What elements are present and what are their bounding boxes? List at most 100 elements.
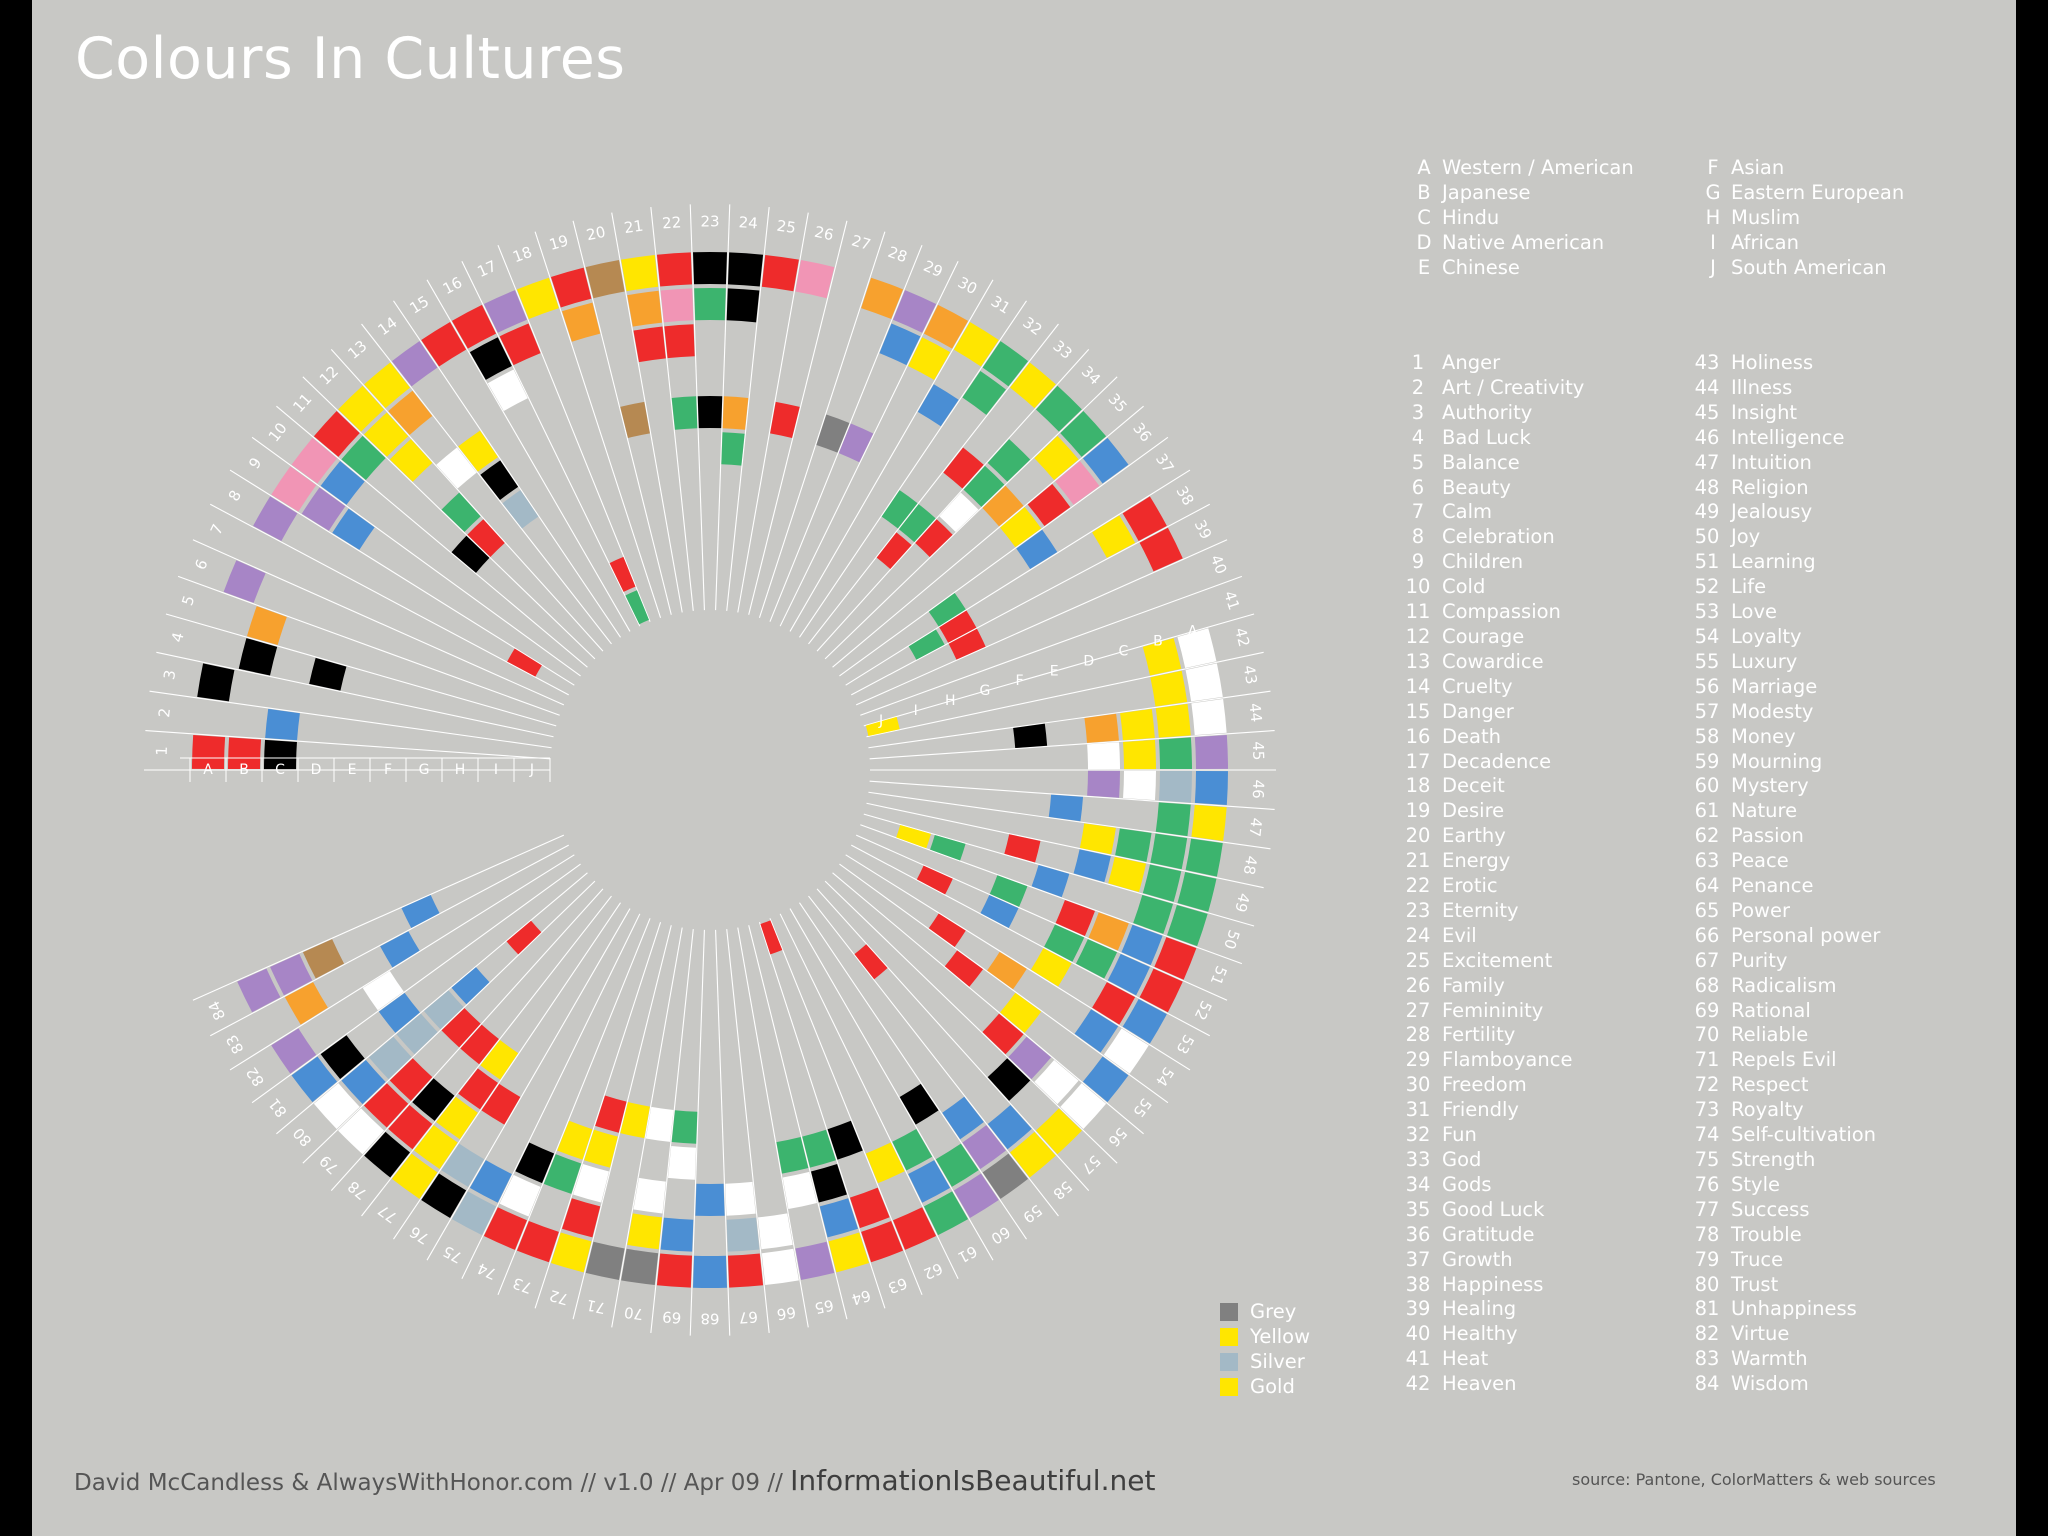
meaning-number-label: 66 [776, 1303, 797, 1323]
legend-row: 42 Heaven [1394, 1372, 1584, 1397]
spoke-line [330, 888, 604, 1191]
meaning-number-label: 53 [1172, 1031, 1197, 1057]
colour-cell [854, 944, 888, 980]
spoke-line [361, 323, 612, 645]
culture-legend-left: A Western / American B Japanese C Hindu D Nativ… [1406, 156, 1633, 281]
meaning-number-label: 71 [585, 1296, 607, 1318]
meaning-legend-left: 1 Anger 2 Art / Creativity 3 Authority 4 Bad Lu… [1394, 351, 1585, 1397]
meaning-number-label: 34 [1078, 362, 1104, 388]
metal-key-row: Silver [1220, 1350, 1310, 1375]
spoke-line [426, 908, 631, 1261]
legend-label: Healing [1442, 1297, 1517, 1321]
meaning-number-label: 47 [1246, 817, 1266, 838]
legend-row: 15 Danger [1394, 700, 1584, 725]
colour-cell [1123, 739, 1156, 770]
colour-cell [849, 1187, 890, 1229]
legend-code: 44 [1694, 375, 1720, 399]
meaning-number-label: 75 [440, 1242, 465, 1267]
legend-row: 13 Cowardice [1394, 650, 1584, 675]
legend-code: I [1710, 230, 1716, 254]
colour-cell [656, 1253, 693, 1288]
legend-label: Penance [1731, 874, 1814, 898]
colour-cell [1177, 628, 1217, 668]
spoke-line [689, 204, 705, 611]
colour-cell [982, 341, 1029, 387]
legend-row: 77 Success [1683, 1198, 1880, 1223]
spoke-line [650, 207, 694, 611]
legend-code: 66 [1694, 923, 1720, 947]
legend-row: 59 Mourning [1683, 750, 1880, 775]
colour-cell [726, 1217, 760, 1252]
colour-cell [761, 1248, 799, 1286]
legend-code: 48 [1694, 475, 1720, 499]
legend-row: 26 Family [1394, 974, 1584, 999]
legend-label: Hindu [1442, 205, 1500, 229]
meaning-number-label: 50 [1220, 928, 1243, 952]
legend-label: Fun [1442, 1123, 1477, 1147]
meaning-number-label: 36 [1129, 419, 1155, 445]
colour-cell [1030, 948, 1072, 987]
colour-cell [1139, 968, 1183, 1013]
spoke-line [534, 231, 662, 619]
colour-cell [341, 435, 386, 481]
colour-cell [291, 1056, 338, 1103]
colour-cell [338, 1108, 385, 1155]
colour-cell [585, 1241, 625, 1280]
legend-label: Style [1731, 1172, 1780, 1196]
colour-cell [237, 968, 281, 1013]
colour-cell [893, 290, 937, 333]
metal-key-row: Grey [1220, 1300, 1310, 1325]
colour-cell [660, 1217, 694, 1252]
legend-row: 2 Art / Creativity [1394, 376, 1585, 401]
legend-label: Mystery [1731, 774, 1809, 798]
legend-label: Rational [1731, 998, 1811, 1022]
legend-row: 78 Trouble [1683, 1223, 1880, 1248]
legend-row: 16 Death [1394, 725, 1584, 750]
colour-cell [562, 1198, 601, 1238]
spoke-line [869, 729, 1275, 760]
colour-cell [660, 288, 694, 323]
spoke-line [149, 690, 552, 749]
credit-site[interactable]: InformationIsBeautiful.net [790, 1464, 1156, 1497]
colour-cell [693, 251, 727, 285]
colour-cell [776, 1136, 809, 1174]
spoke-line [816, 888, 1090, 1191]
spoke-line [789, 279, 994, 632]
spoke-line [851, 844, 1211, 1037]
meaning-legend-right: 43 Holiness 44 Illness 45 Insight 46 Intelligen… [1683, 351, 1881, 1397]
legend-code: 6 [1411, 475, 1425, 499]
culture-legend-right: F Asian G Eastern European H Muslim I African J S… [1695, 156, 1904, 281]
spoke-line [156, 651, 554, 738]
legend-code: 28 [1405, 1023, 1431, 1047]
colour-cell [1167, 904, 1208, 947]
legend-label: Money [1731, 724, 1796, 748]
legend-row: 46 Intelligence [1683, 426, 1880, 451]
spoke-line [715, 204, 731, 611]
meaning-number-label: 52 [1191, 998, 1216, 1023]
colour-cell [1073, 849, 1111, 883]
colour-cell [899, 1083, 939, 1125]
colour-cell [795, 260, 835, 299]
colour-cell [460, 1024, 499, 1065]
legend-row: 25 Excitement [1394, 949, 1584, 974]
colour-cell [1000, 507, 1042, 548]
colour-cell [1194, 734, 1228, 769]
legend-code: 45 [1694, 400, 1720, 424]
legend-label: Royalty [1731, 1098, 1804, 1122]
meaning-number-label: 76 [406, 1222, 432, 1247]
colour-cell [1008, 1036, 1052, 1080]
ring-letter-left: I [494, 762, 498, 778]
colour-cell [802, 1129, 836, 1168]
colour-cell [391, 1153, 438, 1199]
spoke-line [534, 921, 662, 1309]
colour-cell [930, 834, 966, 861]
spoke-line [650, 929, 694, 1333]
legend-row: 7 Calm [1394, 500, 1584, 525]
legend-code: 12 [1405, 624, 1431, 648]
spoke-line [461, 261, 641, 627]
spoke-line [779, 261, 959, 627]
legend-label: Love [1731, 600, 1777, 624]
meaning-number-label: 13 [344, 337, 370, 363]
spoke-line [839, 436, 1169, 677]
ring-letter-right: E [1050, 663, 1059, 679]
